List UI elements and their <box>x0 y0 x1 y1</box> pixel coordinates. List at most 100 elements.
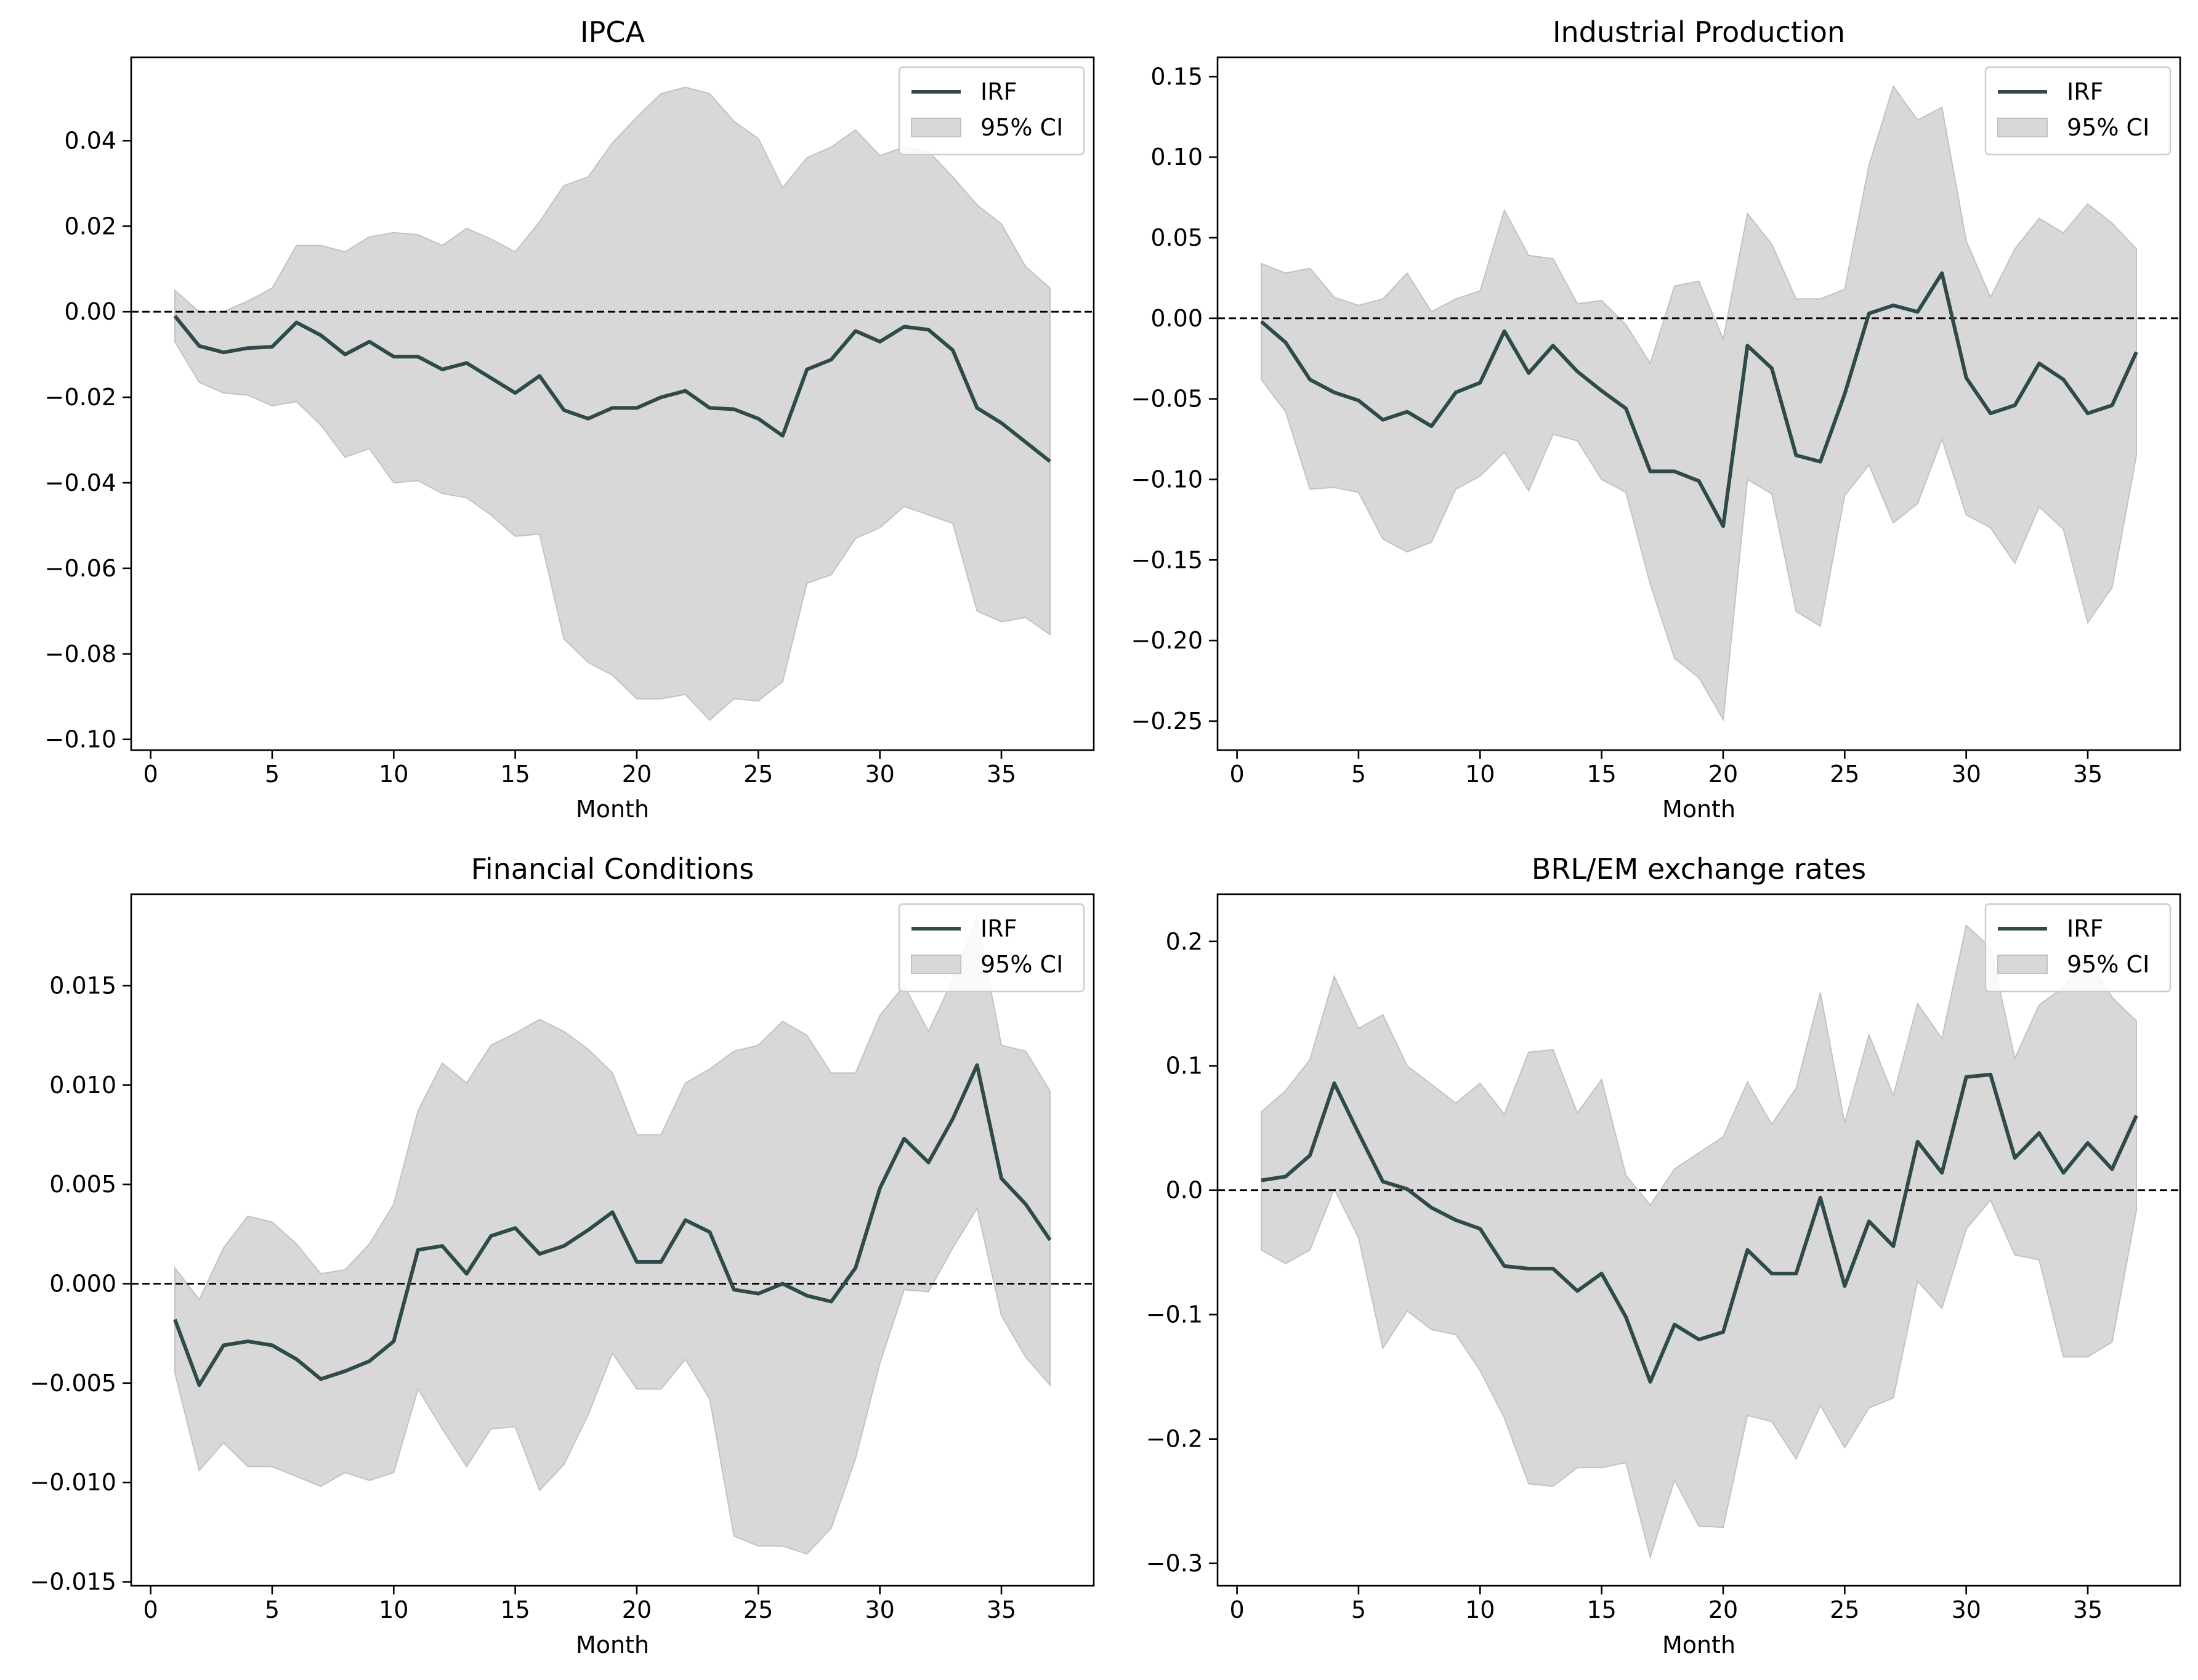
chart-title: IPCA <box>580 15 645 49</box>
x-tick-label: 15 <box>1586 1596 1616 1623</box>
legend-ci-label: 95% CI <box>980 951 1063 978</box>
x-tick-label: 15 <box>500 761 530 788</box>
x-tick-label: 15 <box>500 1596 530 1623</box>
legend: IRF 95% CI <box>898 903 1085 993</box>
legend-ci-swatch <box>911 118 961 137</box>
irf-line <box>173 315 1051 463</box>
panel-financial-conditions: 0 5 10 15 20 25 30 35 −0.015 −0.010 −0.005 0.000 0.0… <box>30 852 1095 1658</box>
x-tick-label: 25 <box>743 761 773 788</box>
chart-title: Industrial Production <box>1553 15 1845 49</box>
legend-ci-label: 95% CI <box>2067 951 2149 978</box>
y-tick-label: 0.02 <box>64 212 116 240</box>
x-tick-label: 5 <box>265 761 280 788</box>
y-tick-label: 0.00 <box>64 298 116 325</box>
y-tick-label: −0.25 <box>1131 708 1203 735</box>
x-tick-label: 20 <box>622 761 652 788</box>
ci-band <box>174 916 1051 1555</box>
plot-area <box>131 86 1094 721</box>
y-tick-label: −0.3 <box>1146 1550 1203 1577</box>
legend-ci-swatch <box>1997 955 2048 974</box>
axes-frame <box>1216 56 2181 751</box>
x-tick-label: 15 <box>1586 761 1616 788</box>
plot-area <box>1218 924 2180 1560</box>
y-tick-label: 0.00 <box>1150 305 1203 332</box>
y-tick-label: −0.10 <box>45 726 116 753</box>
y-tick-label: −0.1 <box>1146 1301 1203 1328</box>
ci-band <box>1261 84 2137 722</box>
x-tick-label: 0 <box>143 761 158 788</box>
y-tick-label: 0.05 <box>1150 224 1203 251</box>
x-tick-label: 30 <box>1951 761 1981 788</box>
plot-area <box>131 916 1094 1555</box>
y-tick-label: 0.010 <box>49 1072 116 1099</box>
y-tick-label: −0.010 <box>30 1469 116 1496</box>
y-tick-label: −0.04 <box>45 469 116 496</box>
legend: IRF 95% CI <box>1984 66 2172 156</box>
y-tick-label: 0.04 <box>64 127 116 154</box>
x-tick-label: 0 <box>1229 761 1244 788</box>
x-tick-label: 35 <box>2073 761 2103 788</box>
x-tick-label: 5 <box>1351 761 1366 788</box>
y-tick-label: −0.2 <box>1146 1426 1203 1453</box>
legend-ci-label: 95% CI <box>980 114 1063 141</box>
y-tick-label: 0.2 <box>1166 928 1203 955</box>
x-tick-label: 5 <box>265 1596 280 1623</box>
y-tick-label: 0.005 <box>49 1171 116 1198</box>
y-tick-label: −0.05 <box>1131 386 1203 413</box>
panel-ipca: 0 5 10 15 20 25 30 35 −0.10 −0.08 −0.06 −0.04 −0.02 0… <box>45 15 1095 823</box>
y-tick-label: −0.20 <box>1131 627 1203 654</box>
x-tick-label: 20 <box>622 1596 652 1623</box>
y-tick-label: 0.1 <box>1166 1052 1203 1080</box>
x-tick-label: 25 <box>743 1596 773 1623</box>
axes-frame <box>130 893 1095 1587</box>
x-tick-label: 10 <box>379 761 408 788</box>
x-tick-label: 10 <box>379 1596 408 1623</box>
x-tick-label: 35 <box>987 761 1016 788</box>
y-tick-label: 0.0 <box>1166 1177 1203 1204</box>
x-axis-label: Month <box>1662 1631 1735 1658</box>
x-axis-label: Month <box>1662 796 1735 823</box>
x-tick-label: 30 <box>865 1596 894 1623</box>
x-tick-label: 5 <box>1351 1596 1366 1623</box>
y-tick-label: −0.10 <box>1131 466 1203 493</box>
x-axis-label: Month <box>576 1631 649 1658</box>
y-tick-label: −0.005 <box>30 1370 116 1397</box>
y-tick-label: 0.000 <box>49 1270 116 1297</box>
legend: IRF 95% CI <box>1984 903 2172 993</box>
ci-band <box>174 86 1051 721</box>
x-tick-label: 0 <box>1229 1596 1244 1623</box>
x-tick-label: 10 <box>1465 1596 1495 1623</box>
x-tick-label: 10 <box>1465 761 1495 788</box>
x-tick-label: 20 <box>1708 761 1738 788</box>
y-tick-label: −0.06 <box>45 555 116 582</box>
x-tick-label: 20 <box>1708 1596 1738 1623</box>
y-tick-label: −0.015 <box>30 1569 116 1596</box>
legend-ci-swatch <box>1997 118 2048 137</box>
axes-frame <box>130 56 1095 751</box>
y-tick-label: −0.08 <box>45 640 116 668</box>
ci-band <box>1261 924 2137 1560</box>
x-tick-label: 25 <box>1830 1596 1859 1623</box>
legend-irf-label: IRF <box>980 78 1017 105</box>
y-tick-label: −0.15 <box>1131 546 1203 573</box>
legend-irf-label: IRF <box>980 915 1017 942</box>
x-axis-label: Month <box>576 796 649 823</box>
chart-title: BRL/EM exchange rates <box>1532 852 1866 886</box>
irf-line <box>1260 271 2138 528</box>
axes-frame <box>1216 893 2181 1587</box>
x-tick-label: 35 <box>2073 1596 2103 1623</box>
x-tick-label: 35 <box>987 1596 1016 1623</box>
plot-area <box>1218 84 2180 722</box>
panel-brl-em-exchange-rates: 0 5 10 15 20 25 30 35 −0.3 −0.2 −0.1 0.0 0.1 0.2 BRL/E… <box>1146 852 2181 1658</box>
x-tick-label: 30 <box>1951 1596 1981 1623</box>
y-tick-label: 0.15 <box>1150 63 1203 90</box>
legend-irf-label: IRF <box>2067 915 2103 942</box>
y-tick-label: −0.02 <box>45 384 116 411</box>
y-tick-label: 0.015 <box>49 972 116 999</box>
y-tick-label: 0.10 <box>1150 143 1203 171</box>
chart-title: Financial Conditions <box>471 852 754 886</box>
panel-industrial-production: 0 5 10 15 20 25 30 35 −0.25 −0.20 −0.15 −0.10 −0.05 0… <box>1131 15 2181 823</box>
legend: IRF 95% CI <box>898 66 1085 156</box>
x-tick-label: 30 <box>865 761 894 788</box>
